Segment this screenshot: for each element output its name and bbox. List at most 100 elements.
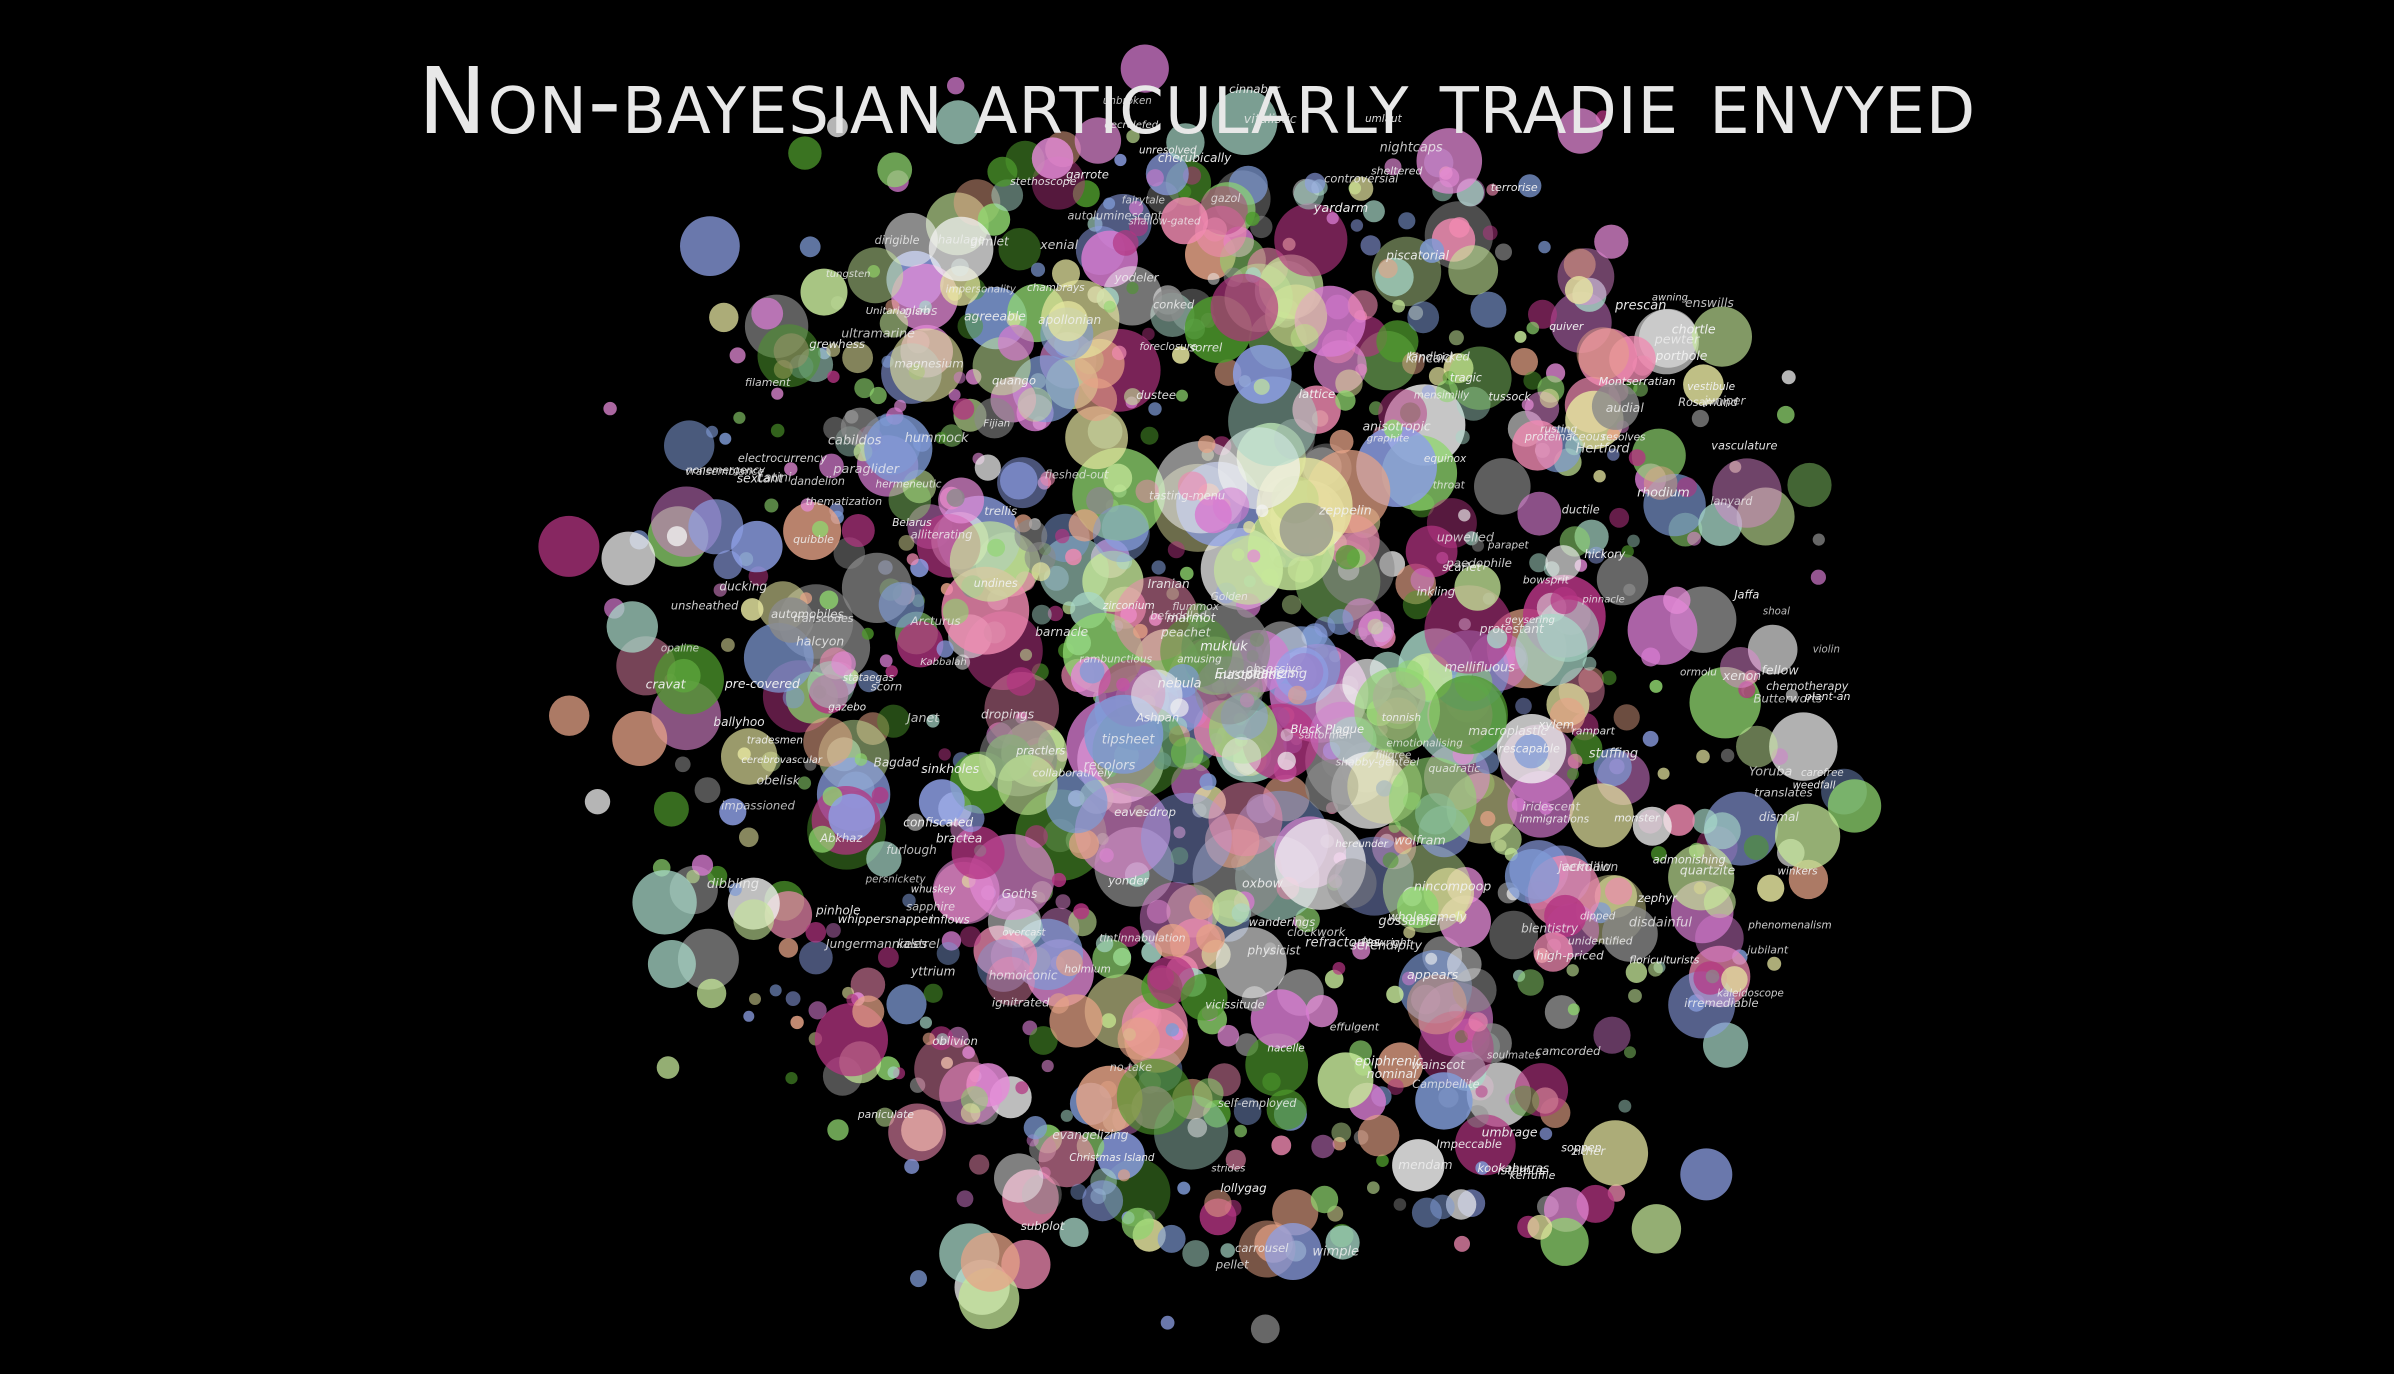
bubble-label: Plowright [1361,936,1412,949]
bubble [1538,240,1551,254]
bubble [1135,479,1159,503]
bubble-label: ultramarine [841,325,915,340]
bubble [733,411,746,424]
bubble [1028,1026,1058,1055]
bubble [1213,535,1284,605]
bubble [819,590,839,610]
bubble [1116,553,1133,570]
bubble-label: serendipity [1350,939,1422,954]
bubble [1326,212,1339,225]
bubble-label: impassioned [721,799,795,813]
bubble [751,297,784,330]
bubble-label: wholesomely [1388,910,1467,924]
bubble [1120,44,1169,93]
bubble [1265,284,1328,347]
bubble [1358,610,1395,648]
bubble [1146,899,1171,924]
bubble [885,665,898,678]
bubble-label: yonder [1107,874,1149,888]
bubble [664,420,715,471]
bubble [1436,380,1459,403]
bubble-label: vicissitude [1205,998,1264,1011]
bubble [831,651,856,676]
bubble-label: gossamer [1378,914,1443,929]
bubble-label: tonnish [1382,712,1421,724]
bubble [871,786,889,804]
bubble [828,793,875,841]
bubble [1274,818,1366,910]
bubble-label: sextant [737,472,784,486]
bubble-label: autoluminescent [1068,209,1163,222]
bubble [878,946,899,968]
bubble [1335,390,1356,411]
bubble-label: rhodium [1637,484,1690,499]
bubble [879,309,909,338]
bubble [1720,647,1761,688]
bubble [1472,539,1484,552]
bubble [1539,1127,1553,1141]
bubble-label: whuskey [911,885,957,896]
bubble-label: enswills [1685,295,1734,310]
bubble [1073,903,1090,920]
bubble-label: immigrations [1519,814,1589,826]
bubble [923,983,943,1003]
bubble [1402,590,1432,620]
bubble [1486,183,1499,196]
bubble [1544,894,1587,938]
bubble [1416,128,1483,194]
bubble [935,431,948,444]
bubble [1133,623,1148,639]
bubble [1177,1181,1191,1195]
bubble-label: inflows [930,913,970,926]
bubble [1567,768,1579,780]
bubble [1593,470,1606,483]
bubble [1378,258,1398,279]
bubble-label: filigree [1376,750,1412,762]
bubble-label: stethoscope [1010,175,1077,188]
bubble [1052,259,1080,288]
bubble [1271,1135,1292,1156]
bubble-label: apollonian [1038,313,1101,327]
bubble [1402,352,1425,375]
bubble [1146,169,1164,187]
bubble [1386,985,1404,1004]
bubble [919,1016,933,1029]
bubble [1393,1198,1407,1211]
bubble-label: Unitarianism [866,306,930,317]
bubble [1618,1099,1632,1113]
bubble [1208,782,1283,857]
bubble-label: nonemergency [686,465,766,477]
bubble-label: mensimilly [1414,391,1470,402]
bubble [800,498,815,512]
bubble-label: soppen [1561,1141,1602,1154]
bubble [1165,1023,1180,1037]
bubble [1154,923,1191,960]
bubble-label: paniculate [857,1108,914,1121]
bubble-label: bowsprit [1523,574,1570,587]
bubble [1495,243,1512,261]
bubble [947,286,963,301]
bubble-label: xenial [1039,237,1078,252]
bubble [910,1270,927,1288]
bubble-label: flummox [1172,601,1219,613]
bubble-label: Belarus [892,517,932,529]
bubble-label: kookaburras [1478,1161,1550,1175]
bubble [877,152,913,188]
bubble [827,370,840,383]
bubble-label: clockwork [1287,925,1347,939]
bubble-label: tussock [1489,391,1532,404]
bubble [1448,245,1499,296]
bubble [1593,1016,1631,1054]
bubble [696,978,727,1009]
bubble [1518,174,1542,198]
bubble [991,179,1024,212]
bubble [1607,448,1620,461]
bubble [1582,1120,1649,1186]
bubble-label: anisotropic [1363,420,1431,434]
bubble [1305,759,1359,813]
bubble [974,397,1015,439]
bubble [1114,153,1127,167]
bubble-label: blentistry [1521,922,1579,936]
bubble [1129,200,1144,216]
bubble [1065,406,1128,470]
